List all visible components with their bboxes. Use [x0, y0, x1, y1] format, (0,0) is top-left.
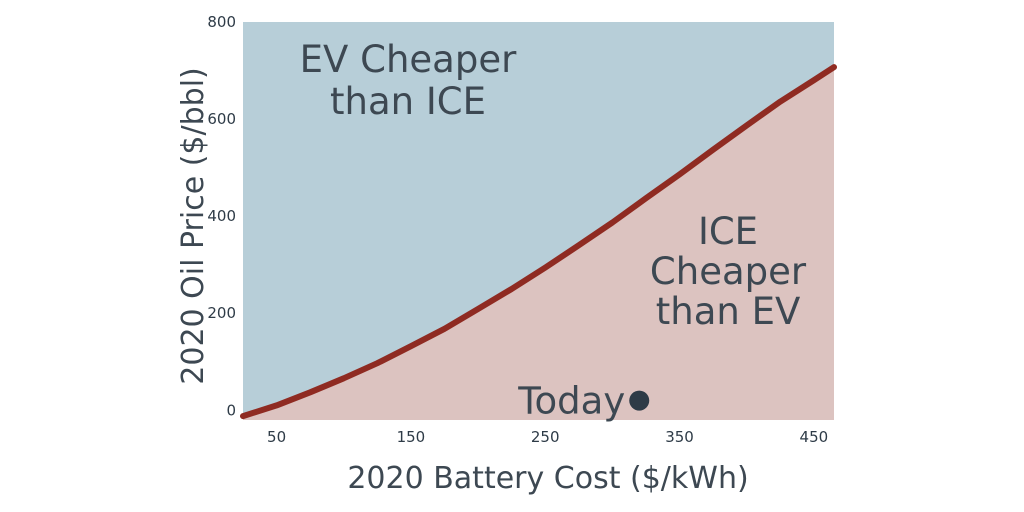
y-tick-label: 400: [207, 207, 236, 225]
region-label-ev-line-1: EV Cheaper: [300, 38, 517, 81]
series-line-breakeven: [240, 64, 837, 420]
x-axis-label: 2020 Battery Cost ($/kWh): [347, 461, 748, 496]
region-label-ice-line-3: than EV: [656, 290, 801, 333]
y-axis-label: 2020 Oil Price ($/bbl): [176, 67, 211, 384]
data-point-label-today: Today: [517, 380, 625, 423]
plot-area: [240, 22, 837, 420]
x-tick-label: 350: [665, 428, 694, 446]
x-tick-label: 450: [800, 428, 829, 446]
y-tick-label: 0: [226, 401, 236, 419]
x-tick-label: 50: [267, 428, 286, 446]
axis-ticks: 50 150 250 350 450 0 200 400 600 800: [207, 13, 828, 446]
y-tick-label: 600: [207, 110, 236, 128]
region-label-ev-line-2: than ICE: [330, 80, 486, 123]
x-tick-label: 250: [531, 428, 560, 446]
region-label-ice-line-1: ICE: [698, 210, 758, 253]
x-tick-label: 150: [397, 428, 426, 446]
y-tick-label: 200: [207, 304, 236, 322]
data-points: Today: [517, 380, 650, 423]
region-ice-cheaper: [243, 67, 834, 420]
y-tick-label: 800: [207, 13, 236, 31]
data-point-today: [629, 390, 650, 411]
region-label-ice-line-2: Cheaper: [650, 250, 807, 293]
region-ev-cheaper: [243, 22, 834, 417]
